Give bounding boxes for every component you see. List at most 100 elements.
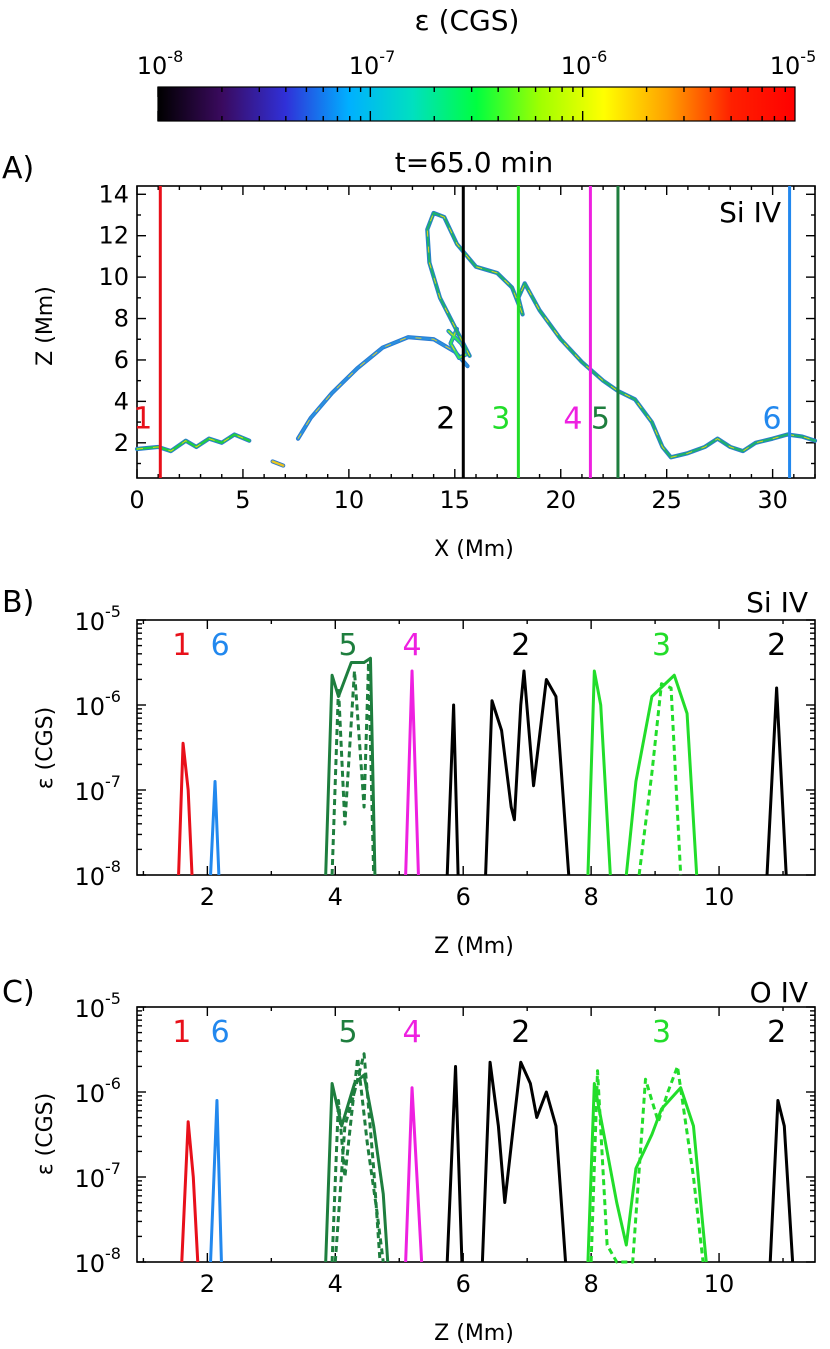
series-line bbox=[765, 686, 788, 876]
series-line bbox=[324, 656, 377, 876]
series-line bbox=[768, 1099, 795, 1263]
line-name: O IV bbox=[750, 976, 808, 1009]
y-tick-label: 6 bbox=[114, 346, 129, 374]
y-tick-label: 10 bbox=[98, 263, 129, 291]
y-tick-label: 10 bbox=[74, 1165, 105, 1193]
series-annotation: 2 bbox=[767, 1015, 786, 1050]
series-annotation: 6 bbox=[211, 1015, 230, 1050]
y-tick-label: 4 bbox=[114, 387, 129, 415]
y-tick-label: 10 bbox=[74, 1250, 105, 1278]
slit-label: 3 bbox=[491, 401, 510, 436]
series-annotation: 2 bbox=[511, 628, 530, 663]
y-tick-exponent: -8 bbox=[105, 857, 121, 876]
colorbar: ε (CGS) 10-8 10-7 10-6 10-5 bbox=[137, 4, 817, 122]
y-tick-label: 10 bbox=[74, 995, 105, 1023]
x-tick-label: 10 bbox=[334, 486, 365, 514]
series-annotation: 5 bbox=[339, 628, 358, 663]
panel-label: A) bbox=[2, 151, 34, 186]
series-line bbox=[324, 1073, 390, 1263]
y-tick-exponent: -5 bbox=[105, 989, 121, 1008]
series-line bbox=[330, 661, 376, 876]
x-tick-label: 2 bbox=[200, 883, 215, 911]
x-tick-label: 0 bbox=[129, 486, 144, 514]
y-tick-exponent: -5 bbox=[105, 602, 121, 621]
y-tick-exponent: -8 bbox=[105, 1244, 121, 1263]
x-tick-label: 30 bbox=[757, 486, 788, 514]
slit-label: 1 bbox=[133, 401, 152, 436]
svg-text:10-5: 10-5 bbox=[770, 47, 817, 80]
structure-outline bbox=[425, 210, 818, 460]
x-axis-label: X (Mm) bbox=[434, 537, 514, 562]
series-annotation: 1 bbox=[172, 1015, 191, 1050]
slit-label: 2 bbox=[436, 401, 455, 436]
series-annotation: 3 bbox=[652, 628, 671, 663]
series-line bbox=[330, 1056, 385, 1263]
panel-b: B) Si IV Z (Mm) ε (CGS) 2 4 6 8 1010-810-710… bbox=[2, 585, 816, 959]
y-tick-exponent: -7 bbox=[105, 1159, 121, 1178]
colorbar-tick-label: 10-5 bbox=[770, 47, 817, 80]
panel-label: B) bbox=[2, 585, 34, 620]
y-tick-exponent: -6 bbox=[105, 1074, 121, 1093]
svg-text:10-8: 10-8 bbox=[137, 47, 184, 80]
x-axis-label: Z (Mm) bbox=[434, 1321, 514, 1346]
x-tick-label: 5 bbox=[235, 486, 250, 514]
y-axis-label: Z (Mm) bbox=[33, 286, 58, 366]
x-tick-label: 25 bbox=[651, 486, 682, 514]
y-axis-label: ε (CGS) bbox=[33, 1093, 58, 1175]
y-tick-label: 14 bbox=[98, 180, 129, 208]
series-line bbox=[637, 682, 683, 876]
y-tick-exponent: -6 bbox=[105, 687, 121, 706]
series-line bbox=[177, 741, 194, 876]
series-annotation: 2 bbox=[511, 1015, 530, 1050]
panel-label: C) bbox=[2, 975, 35, 1010]
plot-frame bbox=[136, 1006, 816, 1263]
series-annotation: 6 bbox=[211, 628, 230, 663]
structure-highlight bbox=[136, 434, 250, 452]
chart-title: t=65.0 min bbox=[395, 146, 553, 179]
series-line bbox=[480, 1060, 568, 1263]
series-line bbox=[404, 669, 420, 876]
series-annotation: 3 bbox=[652, 1015, 671, 1050]
series-annotation: 5 bbox=[339, 1015, 358, 1050]
x-axis-label: Z (Mm) bbox=[434, 934, 514, 959]
line-name: Si IV bbox=[746, 586, 808, 619]
svg-text:10-7: 10-7 bbox=[349, 47, 396, 80]
series-line bbox=[209, 780, 221, 876]
y-tick-label: 10 bbox=[74, 863, 105, 891]
colorbar-gradient bbox=[157, 86, 796, 122]
series-line bbox=[445, 1065, 464, 1263]
series-line bbox=[445, 703, 460, 876]
slit-label: 4 bbox=[563, 401, 582, 436]
series-annotation: 4 bbox=[402, 1015, 421, 1050]
series-line bbox=[333, 1052, 382, 1263]
series-line bbox=[586, 669, 612, 876]
y-tick-label: 10 bbox=[74, 1080, 105, 1108]
y-tick-exponent: -7 bbox=[105, 772, 121, 791]
series-line bbox=[404, 1086, 424, 1263]
series-annotation: 1 bbox=[172, 628, 191, 663]
panel-a: A) t=65.0 min Si IV X (Mm) Z (Mm) 0 5 10 15… bbox=[2, 146, 818, 562]
x-tick-label: 4 bbox=[328, 883, 343, 911]
colorbar-tick-label: 10-6 bbox=[561, 47, 608, 80]
slit-label: 6 bbox=[762, 401, 781, 436]
slit-label: 5 bbox=[591, 401, 610, 436]
series-annotation: 2 bbox=[767, 628, 786, 663]
colorbar-title: ε (CGS) bbox=[415, 4, 520, 37]
x-tick-label: 4 bbox=[328, 1270, 343, 1298]
y-tick-label: 8 bbox=[114, 305, 129, 333]
y-tick-label: 10 bbox=[74, 608, 105, 636]
y-tick-label: 12 bbox=[98, 222, 129, 250]
structure-highlight bbox=[426, 212, 816, 458]
y-tick-label: 10 bbox=[74, 693, 105, 721]
series-line bbox=[589, 1065, 705, 1264]
structure-line bbox=[426, 211, 817, 459]
svg-text:10-6: 10-6 bbox=[561, 47, 608, 80]
colorbar-tick-label: 10-7 bbox=[349, 47, 396, 80]
structure-highlight bbox=[297, 336, 468, 439]
colorbar-tick-label: 10-8 bbox=[137, 47, 184, 80]
x-tick-label: 20 bbox=[545, 486, 576, 514]
series-line bbox=[484, 669, 571, 876]
series-annotation: 4 bbox=[402, 628, 421, 663]
